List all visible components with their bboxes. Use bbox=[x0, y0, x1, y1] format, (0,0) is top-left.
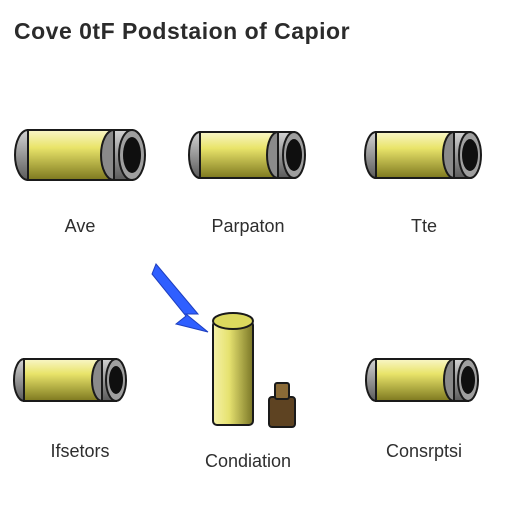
cell-ifsetors: Ifsetors bbox=[0, 305, 160, 462]
cylinder-icon bbox=[5, 110, 155, 200]
cell-tte: Tte bbox=[336, 110, 512, 237]
page-title: Cove 0tF Podstaion of Capior bbox=[14, 18, 350, 45]
caption-parpaton: Parpaton bbox=[211, 216, 284, 237]
cell-parpaton: Parpaton bbox=[160, 110, 336, 237]
caption-condiation: Condiation bbox=[205, 451, 291, 472]
cylinder-icon bbox=[349, 335, 499, 425]
caption-ifsetors: Ifsetors bbox=[50, 441, 109, 462]
cylinder-icon bbox=[349, 110, 499, 200]
cell-ave: Ave bbox=[0, 110, 160, 237]
cell-consrptsi: Consrptsi bbox=[336, 305, 512, 462]
diagram-grid: Ave bbox=[0, 110, 512, 500]
cylinder-icon bbox=[5, 335, 155, 425]
caption-ave: Ave bbox=[65, 216, 96, 237]
arrow-icon bbox=[146, 258, 216, 338]
caption-tte: Tte bbox=[411, 216, 437, 237]
caption-consrptsi: Consrptsi bbox=[386, 441, 462, 462]
cylinder-icon bbox=[173, 110, 323, 200]
